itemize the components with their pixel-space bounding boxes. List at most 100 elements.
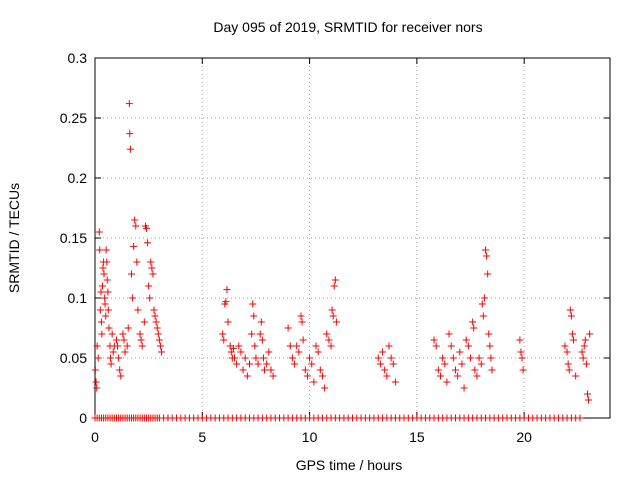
data-point [516,336,524,344]
data-point [456,348,464,356]
data-point [131,216,139,224]
data-point [576,414,584,422]
data-point [126,130,134,138]
data-point [325,336,333,344]
data-point [112,336,120,344]
y-tick-label: 0.05 [60,350,87,366]
data-point [103,258,111,266]
data-point [229,344,237,352]
data-point [470,324,478,332]
data-point [314,348,322,356]
data-point [120,336,128,344]
x-axis-label: GPS time / hours [296,457,403,473]
data-point [391,378,399,386]
data-points [91,100,594,422]
data-point [250,312,258,320]
data-point [572,372,580,380]
data-point [152,318,160,326]
data-point [219,330,227,338]
data-point [146,294,154,302]
data-point [387,354,395,362]
data-point [149,270,157,278]
data-point [94,354,102,362]
data-point [293,342,301,350]
data-point [441,360,449,368]
data-point [308,360,316,368]
data-point [103,276,111,284]
data-point [114,342,122,350]
data-point [126,145,134,153]
data-point [288,354,296,362]
data-point [379,348,387,356]
data-point [101,294,109,302]
data-point [133,258,141,266]
data-point [570,336,578,344]
data-point [563,348,571,356]
data-point [578,348,586,356]
data-point [295,348,303,356]
y-tick-label: 0.25 [60,110,87,126]
data-point [462,336,470,344]
data-point [121,348,129,356]
data-point [258,336,266,344]
data-point [249,300,257,308]
y-tick-label: 0.2 [68,170,88,186]
data-point [483,252,491,260]
data-point [134,306,142,314]
grid [95,58,610,418]
data-point [568,330,576,338]
data-point [144,239,152,247]
y-tick-label: 0.15 [60,230,87,246]
data-point [381,366,389,374]
data-point [263,360,271,368]
data-point [436,372,444,380]
data-point [447,342,455,350]
data-point [332,318,340,326]
data-point [140,318,148,326]
data-point [145,282,153,290]
data-point [488,366,496,374]
data-point [130,242,138,250]
data-point [116,366,124,374]
data-point [561,342,569,350]
data-point [265,348,273,356]
data-point [97,288,105,296]
data-point [471,366,479,374]
x-tick-label: 20 [516,429,532,445]
data-point [123,342,131,350]
chart-title: Day 095 of 2019, SRMTID for receiver nor… [213,19,482,35]
data-point [257,318,265,326]
y-tick-label: 0.3 [68,50,88,66]
data-point [239,366,247,374]
data-point [115,354,123,362]
data-point [99,282,107,290]
data-point [479,312,487,320]
data-point [286,342,294,350]
data-point [583,390,591,398]
data-point [464,342,472,350]
data-point [127,270,135,278]
data-point [443,378,451,386]
data-point [252,354,260,362]
data-point [267,366,275,374]
data-point [109,348,117,356]
data-point [151,312,159,320]
data-point [124,324,132,332]
data-point [150,306,158,314]
data-point [93,342,101,350]
data-point [389,360,397,368]
data-point [223,286,231,294]
data-point [108,330,116,338]
data-point [222,298,230,306]
data-point [256,330,264,338]
data-point [156,342,164,350]
data-point [460,384,468,392]
data-point [480,294,488,302]
data-point [564,360,572,368]
data-point [306,354,314,362]
data-point [155,336,163,344]
data-point [230,354,238,362]
data-point [235,342,243,350]
data-point [227,348,235,356]
